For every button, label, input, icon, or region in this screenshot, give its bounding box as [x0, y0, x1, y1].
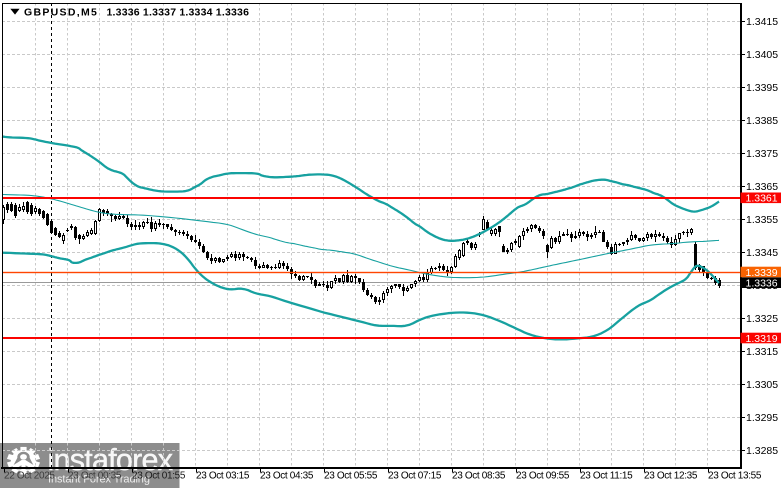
svg-text:23 Oct 09:55: 23 Oct 09:55: [516, 471, 570, 482]
svg-text:1.3319: 1.3319: [746, 333, 778, 345]
svg-text:22 Oct 2025: 22 Oct 2025: [4, 471, 55, 482]
svg-text:1.3415: 1.3415: [746, 16, 778, 28]
svg-text:1.3315: 1.3315: [746, 346, 778, 358]
svg-text:23 Oct 07:15: 23 Oct 07:15: [388, 471, 442, 482]
svg-text:1.3336: 1.3336: [746, 278, 778, 290]
svg-text:GBPUSD,M5: GBPUSD,M5: [24, 7, 98, 19]
svg-text:1.3336 1.3337 1.3334 1.3336: 1.3336 1.3337 1.3334 1.3336: [107, 7, 250, 19]
svg-text:1.3325: 1.3325: [746, 313, 778, 325]
svg-text:23 Oct 00:35: 23 Oct 00:35: [68, 471, 122, 482]
svg-text:23 Oct 01:55: 23 Oct 01:55: [132, 471, 186, 482]
svg-text:Instant Forex Trading: Instant Forex Trading: [48, 474, 150, 486]
svg-text:1.3375: 1.3375: [746, 148, 778, 160]
svg-text:1.3361: 1.3361: [746, 193, 778, 205]
svg-text:1.3405: 1.3405: [746, 49, 778, 61]
svg-text:1.3395: 1.3395: [746, 82, 778, 94]
svg-text:1.3295: 1.3295: [746, 412, 778, 424]
svg-text:1.3365: 1.3365: [746, 181, 778, 193]
svg-text:1.3355: 1.3355: [746, 214, 778, 226]
svg-text:1.3385: 1.3385: [746, 115, 778, 127]
svg-text:23 Oct 11:15: 23 Oct 11:15: [580, 471, 633, 482]
svg-text:23 Oct 12:35: 23 Oct 12:35: [644, 471, 698, 482]
svg-text:23 Oct 05:55: 23 Oct 05:55: [324, 471, 378, 482]
svg-text:23 Oct 03:15: 23 Oct 03:15: [196, 471, 250, 482]
svg-text:1.3339: 1.3339: [746, 267, 778, 279]
svg-text:1.3345: 1.3345: [746, 247, 778, 259]
svg-text:23 Oct 13:55: 23 Oct 13:55: [708, 471, 762, 482]
svg-text:23 Oct 04:35: 23 Oct 04:35: [260, 471, 314, 482]
svg-text:1.3305: 1.3305: [746, 379, 778, 391]
svg-text:23 Oct 08:35: 23 Oct 08:35: [452, 471, 506, 482]
svg-text:1.3285: 1.3285: [746, 445, 778, 457]
